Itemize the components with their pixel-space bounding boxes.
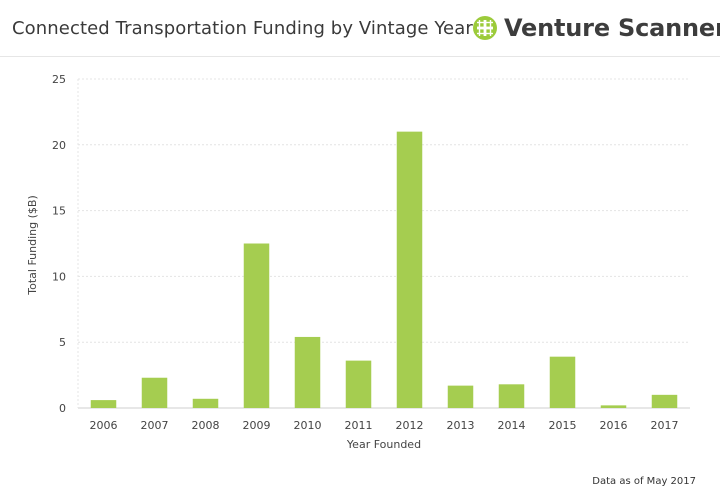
bar-2011[interactable] [345, 360, 372, 408]
x-tick-label: 2015 [549, 419, 577, 432]
bar-2012[interactable] [396, 131, 423, 408]
x-tick-label: 2017 [651, 419, 679, 432]
y-tick-label: 15 [52, 205, 66, 218]
venture-scanner-logo: Venture Scanner [472, 12, 720, 44]
data-date-note: Data as of May 2017 [592, 476, 696, 487]
bar-2009[interactable] [243, 243, 270, 409]
bar-2016[interactable] [600, 405, 627, 408]
bar-2006[interactable] [90, 400, 117, 408]
bar-2017[interactable] [651, 394, 678, 408]
x-tick-label: 2013 [447, 419, 475, 432]
y-tick-label: 5 [59, 336, 66, 349]
y-tick-label: 25 [52, 73, 66, 86]
chart-header: Connected Transportation Funding by Vint… [0, 0, 720, 58]
x-axis-ticks: 2006 2007 2008 2009 2010 2011 2012 2013 2014 2015… [90, 419, 679, 432]
x-tick-label: 2011 [345, 419, 373, 432]
y-tick-label: 10 [52, 270, 66, 283]
venture-scanner-grid-icon [473, 16, 497, 40]
x-tick-label: 2016 [600, 419, 628, 432]
x-tick-label: 2014 [498, 419, 526, 432]
bar-2008[interactable] [192, 398, 219, 408]
bar-2015[interactable] [549, 356, 576, 408]
bar-2007[interactable] [141, 377, 168, 408]
x-axis-title: Year Founded [346, 438, 421, 451]
chart-title: Connected Transportation Funding by Vint… [12, 18, 473, 39]
x-tick-label: 2006 [90, 419, 118, 432]
gridlines [77, 78, 690, 409]
x-tick-label: 2008 [192, 419, 220, 432]
x-tick-label: 2010 [294, 419, 322, 432]
y-tick-label: 20 [52, 139, 66, 152]
bar-2014[interactable] [498, 384, 525, 408]
x-tick-label: 2012 [396, 419, 424, 432]
x-tick-label: 2007 [141, 419, 169, 432]
y-axis-title: Total Funding ($B) [26, 195, 39, 295]
y-tick-label: 0 [59, 402, 66, 415]
logo-text: Venture Scanner [504, 14, 720, 42]
bar-2013[interactable] [447, 385, 474, 408]
y-axis-ticks: 0 5 10 15 20 25 [52, 73, 66, 415]
x-tick-label: 2009 [243, 419, 271, 432]
bar-2010[interactable] [294, 336, 321, 408]
header-divider [0, 56, 720, 57]
bars [90, 131, 678, 409]
